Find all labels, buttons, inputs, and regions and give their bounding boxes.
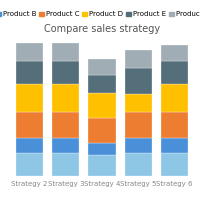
Bar [125, 153, 152, 176]
Bar [125, 112, 152, 138]
Title: Compare sales strategy: Compare sales strategy [44, 24, 160, 34]
Bar [88, 93, 116, 118]
Bar [16, 153, 43, 176]
Bar [125, 94, 152, 112]
Bar [52, 138, 79, 153]
Bar [52, 61, 79, 84]
Bar [161, 138, 188, 153]
Bar [161, 112, 188, 138]
Bar [125, 138, 152, 153]
Bar [88, 118, 116, 143]
Bar [88, 143, 116, 155]
Bar [16, 61, 43, 84]
Bar [52, 84, 79, 112]
Bar [125, 50, 152, 68]
Bar [161, 153, 188, 176]
Bar [16, 138, 43, 153]
Bar [16, 112, 43, 138]
Bar [88, 155, 116, 176]
Bar [52, 153, 79, 176]
Bar [16, 43, 43, 61]
Legend: Product B, Product C, Product D, Product E, Product F: Product B, Product C, Product D, Product… [0, 9, 200, 20]
Bar [52, 112, 79, 138]
Bar [161, 45, 188, 61]
Bar [161, 84, 188, 112]
Bar [52, 43, 79, 61]
Bar [125, 68, 152, 94]
Bar [88, 59, 116, 75]
Bar [161, 61, 188, 84]
Bar [16, 84, 43, 112]
Bar [88, 75, 116, 93]
